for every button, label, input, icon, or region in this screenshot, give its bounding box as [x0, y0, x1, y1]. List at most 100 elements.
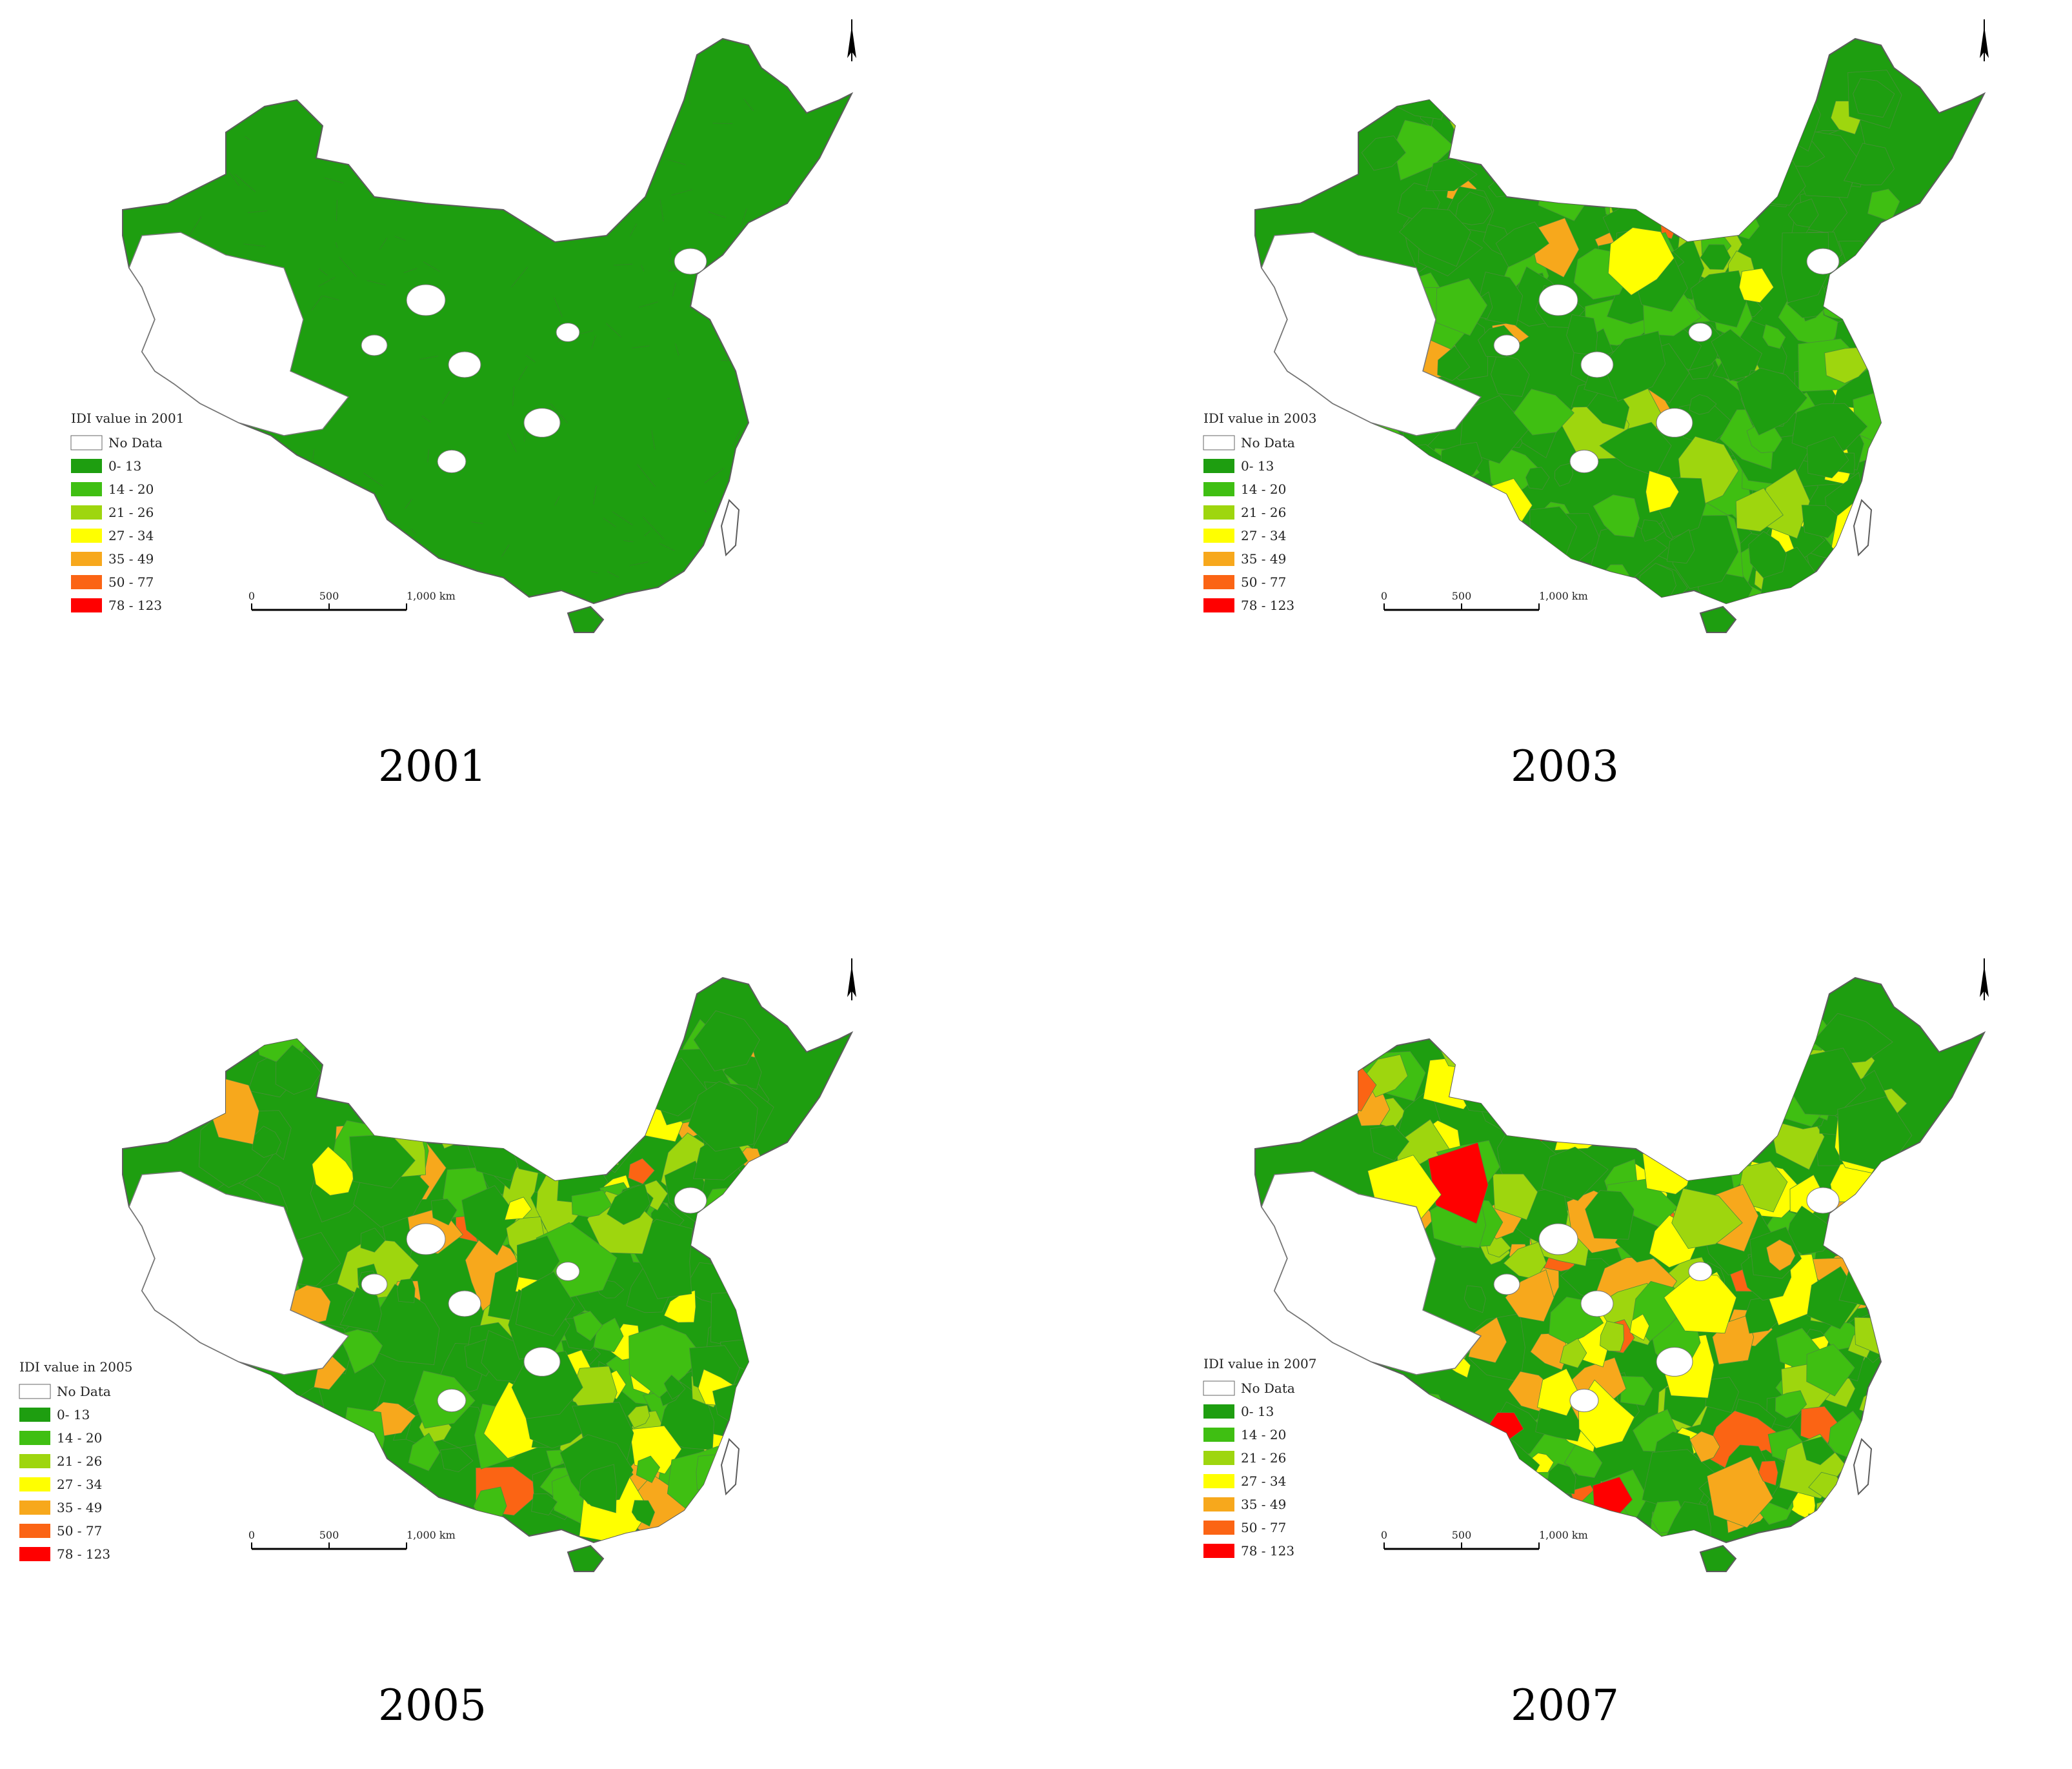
region-patch — [504, 1197, 532, 1220]
region-patch — [1358, 1020, 1381, 1044]
legend-swatch — [1203, 1404, 1234, 1419]
region-patch — [722, 1183, 766, 1227]
legend-swatch — [19, 1501, 50, 1515]
region-patch — [1494, 1049, 1550, 1100]
region-patch — [508, 1056, 574, 1115]
boundary-line — [579, 141, 598, 152]
region-patch — [1425, 157, 1478, 192]
region-patch — [1649, 1060, 1694, 1101]
legend-label: 35 - 49 — [57, 1500, 102, 1515]
boundary-line — [405, 498, 412, 509]
boundary-line — [223, 449, 240, 455]
legend-swatch — [70, 435, 103, 450]
legend-swatch — [1203, 1380, 1235, 1396]
region-patch — [1454, 192, 1493, 225]
no-data-region — [674, 248, 707, 275]
no-data-region — [1580, 1290, 1614, 1317]
boundary-line — [550, 403, 568, 424]
map-panel-2001: IDI value in 2001 No Data 0- 13 14 - 20 21 -… — [70, 19, 856, 791]
legend-swatch — [1203, 435, 1235, 450]
region-patch — [1391, 466, 1446, 519]
boundary-line — [723, 279, 728, 283]
region-patch — [607, 1183, 650, 1226]
legend-label: 50 - 77 — [1241, 574, 1286, 590]
region-patch — [571, 1189, 612, 1218]
boundary-line — [438, 98, 445, 105]
region-patch — [1671, 1006, 1751, 1059]
boundary-line — [740, 208, 747, 228]
region-patch — [1690, 270, 1747, 328]
region-patch — [629, 1324, 703, 1399]
boundary-line — [410, 529, 417, 535]
legend-label: 21 - 26 — [57, 1453, 102, 1469]
region-patch — [566, 1036, 615, 1112]
region-patch — [636, 1455, 660, 1483]
region-patch — [1422, 489, 1461, 539]
boundary-line — [339, 257, 357, 278]
region-patch — [1522, 118, 1584, 168]
region-patch — [1541, 1146, 1609, 1201]
map-panel-2003: IDI value in 2003 No Data 0- 13 14 - 20 21 -… — [1203, 19, 1989, 791]
region-patch — [1696, 84, 1730, 108]
boundary-line — [666, 159, 687, 165]
north-arrow-icon — [847, 958, 856, 1000]
region-patch — [1495, 1083, 1534, 1111]
boundary-line — [510, 267, 528, 288]
scale-bar: 0 500 1,000 km — [248, 1529, 456, 1550]
boundary-line — [539, 228, 559, 231]
region-patch — [1371, 566, 1410, 592]
legend-label: 78 - 123 — [108, 598, 162, 613]
boundary-line — [578, 219, 598, 227]
boundary-line — [591, 335, 596, 349]
region-patch — [1664, 1275, 1737, 1334]
boundary-line — [640, 182, 645, 201]
region-patch — [1553, 1091, 1581, 1119]
legend-label: 78 - 123 — [1241, 598, 1294, 613]
region-patch — [1440, 470, 1471, 501]
region-patch — [1815, 572, 1852, 602]
region-patch — [663, 1289, 696, 1323]
region-patch — [472, 1103, 526, 1147]
legend-swatch — [1203, 505, 1234, 520]
no-data-region — [361, 1273, 388, 1295]
no-data-region — [1806, 1187, 1840, 1214]
region-patch — [1607, 1052, 1627, 1074]
region-patch — [627, 1405, 650, 1429]
region-patch — [461, 1185, 518, 1256]
region-patch — [1352, 1404, 1399, 1441]
region-patch — [1383, 1437, 1414, 1475]
region-patch — [1356, 1466, 1405, 1511]
region-patch — [1802, 1436, 1835, 1466]
no-data-region — [1538, 284, 1578, 316]
region-patch — [579, 1464, 617, 1513]
boundary-line — [336, 199, 337, 221]
legend-label: No Data — [1241, 435, 1295, 450]
legend-swatch — [1203, 575, 1234, 589]
scale-label: 0 — [1381, 590, 1387, 602]
legend-swatch — [1203, 598, 1234, 612]
region-patch — [1679, 130, 1718, 165]
boundary-line — [335, 242, 338, 248]
boundary-line — [311, 295, 323, 311]
taiwan-island — [720, 1438, 740, 1496]
region-patch — [592, 1024, 644, 1078]
region-patch — [1829, 1201, 1886, 1247]
north-arrow-icon — [1980, 19, 1989, 61]
region-patch — [1854, 265, 1891, 293]
region-patch — [1330, 1377, 1361, 1413]
boundary-line — [636, 132, 652, 152]
region-patch — [1567, 1000, 1611, 1058]
region-patch — [360, 1228, 386, 1253]
legend-title: IDI value in 2005 — [19, 1359, 132, 1375]
region-patch — [1664, 1122, 1709, 1168]
region-patch — [1361, 136, 1407, 171]
legend-label: 14 - 20 — [1241, 1427, 1286, 1442]
scale-label: 500 — [319, 590, 339, 602]
region-patch — [483, 1102, 522, 1137]
region-patch — [1525, 100, 1580, 176]
region-patch — [1358, 533, 1409, 599]
no-data-region — [128, 232, 350, 436]
region-patch — [1801, 505, 1844, 539]
taiwan-island — [1853, 1438, 1873, 1496]
region-patch — [479, 1051, 507, 1075]
